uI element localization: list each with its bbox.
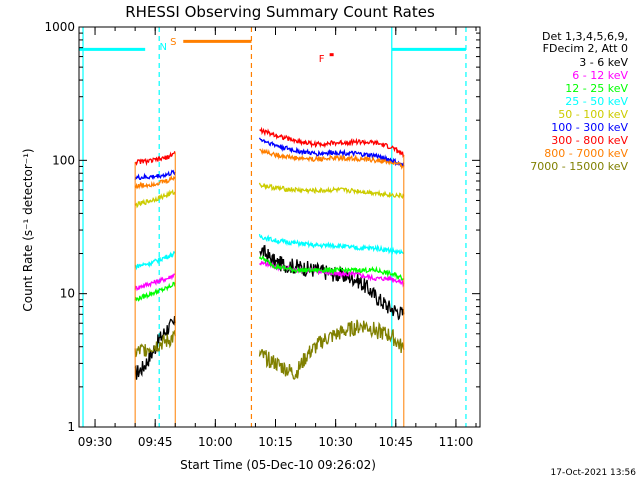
x-tick-label-5: 10:30 bbox=[318, 435, 353, 449]
x-tick-label-3: 10:00 bbox=[198, 435, 233, 449]
y-tick-label-3: 100 bbox=[52, 153, 75, 167]
x-tick-label-4: 10:15 bbox=[258, 435, 293, 449]
series-line-7-segment-1 bbox=[134, 151, 176, 167]
series-line-3-segment-1 bbox=[134, 281, 176, 302]
legend-entry-4: 25 - 50 keV bbox=[565, 95, 628, 108]
series-line-2-segment-1 bbox=[134, 273, 176, 292]
series-line-5-segment-2 bbox=[258, 182, 405, 200]
plot-content: N S F bbox=[79, 27, 467, 427]
legend-entry-7: 300 - 800 keV bbox=[551, 134, 628, 147]
y-tick-label-1: 1 bbox=[67, 420, 75, 434]
series-line-6-segment-2 bbox=[258, 137, 405, 168]
x-tick-label-6: 10:45 bbox=[378, 435, 413, 449]
series-line-1-segment-2 bbox=[259, 244, 405, 321]
series-line-1-segment-1 bbox=[134, 316, 176, 380]
series-line-6-segment-1 bbox=[134, 169, 176, 181]
flag-label-n: N bbox=[159, 42, 166, 53]
legend-header-line-1: Det 1,3,4,5,6,9, bbox=[542, 30, 628, 43]
x-tick-label-2: 09:45 bbox=[138, 435, 173, 449]
series-line-9-segment-1 bbox=[134, 330, 176, 358]
footer-timestamp: 17-Oct-2021 13:56 bbox=[551, 468, 637, 478]
axes-layer: 09:30 09:45 10:00 10:15 10:30 10:45 11:00 1 10 10… bbox=[44, 20, 480, 449]
series-line-8-segment-2 bbox=[259, 147, 405, 170]
plot-frame bbox=[78, 26, 481, 428]
x-axis-label: Start Time (05-Dec-10 09:26:02) bbox=[180, 458, 376, 472]
series-line-8-segment-1 bbox=[134, 174, 176, 190]
x-tick-label-7: 11:00 bbox=[439, 435, 474, 449]
legend: Det 1,3,4,5,6,9, FDecim 2, Att 0 3 - 6 k… bbox=[530, 30, 628, 173]
legend-entry-6: 100 - 300 keV bbox=[551, 121, 628, 134]
series-line-7-segment-2 bbox=[259, 126, 405, 158]
legend-entry-1: 3 - 6 keV bbox=[579, 56, 628, 69]
series-line-4-segment-1 bbox=[134, 250, 176, 271]
series-line-9-segment-2 bbox=[258, 319, 405, 380]
y-tick-label-2: 10 bbox=[60, 287, 75, 301]
legend-header-line-2: FDecim 2, Att 0 bbox=[543, 42, 628, 55]
series-line-5-segment-1 bbox=[134, 188, 176, 209]
series-line-3-segment-2 bbox=[258, 254, 405, 282]
legend-entry-5: 50 - 100 keV bbox=[558, 108, 628, 121]
chart-title: RHESSI Observing Summary Count Rates bbox=[125, 3, 435, 21]
series-line-4-segment-2 bbox=[258, 233, 404, 256]
flag-label-s: S bbox=[170, 37, 176, 48]
legend-entry-8: 800 - 7000 keV bbox=[544, 147, 628, 160]
legend-entry-2: 6 - 12 keV bbox=[572, 69, 628, 82]
x-tick-label-1: 09:30 bbox=[78, 435, 113, 449]
legend-entry-3: 12 - 25 keV bbox=[565, 82, 628, 95]
legend-entry-9: 7000 - 15000 keV bbox=[530, 160, 628, 173]
y-axis-label: Count Rate (s⁻¹ detector⁻¹) bbox=[21, 148, 35, 311]
flag-label-f: F bbox=[319, 54, 325, 65]
y-tick-label-4: 1000 bbox=[44, 20, 75, 34]
